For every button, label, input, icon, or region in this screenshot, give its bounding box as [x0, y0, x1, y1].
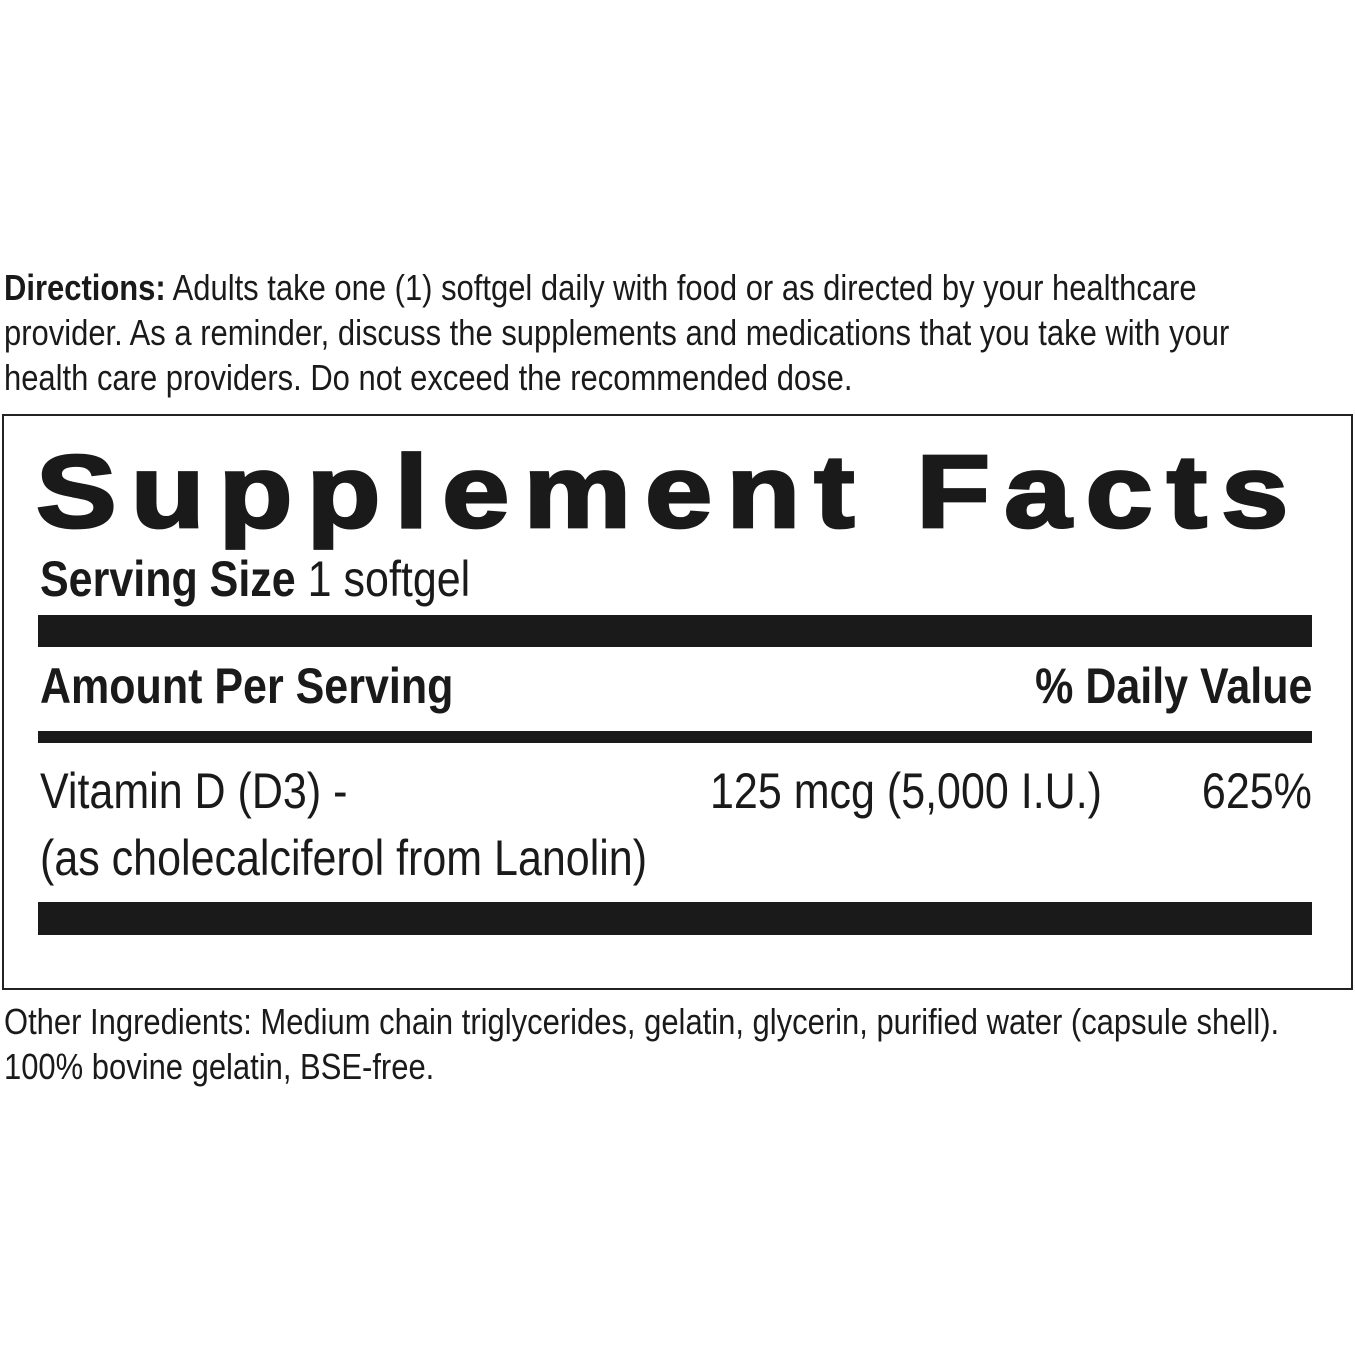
- dv-header: % Daily Value: [1034, 658, 1312, 714]
- supplement-facts-panel: [2, 414, 1353, 990]
- directions-line-2: provider. As a reminder, discuss the sup…: [4, 312, 1230, 353]
- amount-header: Amount Per Serving: [40, 658, 454, 714]
- ingredient-name: Vitamin D (D3) -: [40, 763, 348, 819]
- directions-line-3: health care providers. Do not exceed the…: [4, 357, 853, 398]
- panel-title: Supplement Facts: [34, 432, 1303, 550]
- other-ingredients-line-1: Other Ingredients: Medium chain triglyce…: [4, 1001, 1280, 1042]
- thick-divider-bottom: [38, 902, 1312, 935]
- directions-label: Directions:: [4, 267, 166, 308]
- medium-divider: [38, 731, 1312, 743]
- ingredient-amount: 125 mcg (5,000 I.U.): [710, 763, 1102, 819]
- other-ingredients-line-2: 100% bovine gelatin, BSE-free.: [4, 1046, 435, 1087]
- ingredient-dv: 625%: [1202, 763, 1312, 819]
- serving-size: Serving Size 1 softgel: [40, 551, 471, 607]
- directions-line-1: Directions: Adults take one (1) softgel …: [4, 267, 1197, 308]
- ingredient-source: (as cholecalciferol from Lanolin): [40, 830, 648, 886]
- thick-divider: [38, 615, 1312, 647]
